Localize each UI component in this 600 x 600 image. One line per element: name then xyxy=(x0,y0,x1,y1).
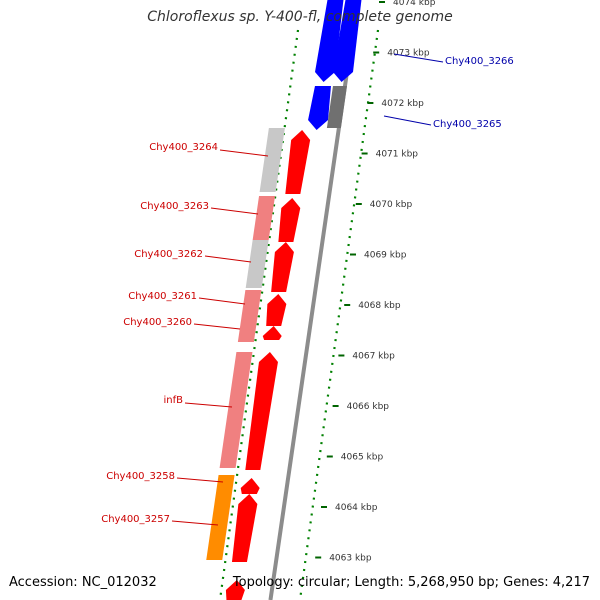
gene-label: Chy400_3260 xyxy=(123,317,192,328)
gene-box xyxy=(219,352,253,468)
gene-arrow xyxy=(231,494,258,562)
gene-label: Chy400_3266 xyxy=(445,56,514,67)
kbp-scale: 4074 kbp 4073 kbp 4072 kbp 4071 kbp 4070 kbp… xyxy=(315,0,436,564)
scale-label: 4072 kbp xyxy=(381,99,424,109)
leader-line xyxy=(383,115,432,126)
gene-box xyxy=(252,196,276,240)
gene-arrow xyxy=(308,86,331,130)
scale-label: 4074 kbp xyxy=(393,0,436,8)
gene-labels: Chy400_3266 Chy400_3265 Chy400_3264 Chy400_… xyxy=(101,53,514,526)
scale-label: 4070 kbp xyxy=(370,200,413,210)
scale-label: 4069 kbp xyxy=(364,251,407,261)
topology-text: Topology: circular; Length: 5,268,950 bp… xyxy=(232,575,590,590)
gene-arrow xyxy=(278,198,301,242)
gene-label: Chy400_3261 xyxy=(128,291,197,302)
gene-arrow xyxy=(262,326,282,340)
leader-line xyxy=(204,255,252,263)
gene-arrow xyxy=(315,0,344,82)
left-dotted-line xyxy=(218,29,300,600)
scale-label: 4068 kbp xyxy=(358,301,401,311)
gene-label: Chy400_3258 xyxy=(106,471,175,482)
leader-line xyxy=(393,53,444,63)
gene-box xyxy=(245,240,269,288)
gene-arrow xyxy=(271,242,294,292)
accession-text: Accession: NC_012032 xyxy=(9,575,157,590)
scale-label: 4067 kbp xyxy=(352,352,395,362)
gene-arrow xyxy=(285,130,311,194)
scale-label: 4073 kbp xyxy=(387,49,430,59)
scale-label: 4065 kbp xyxy=(341,453,384,463)
leader-line xyxy=(198,297,246,305)
gene-arrow xyxy=(266,294,287,326)
left-tick-track xyxy=(218,29,300,600)
gene-label: Chy400_3263 xyxy=(140,201,209,212)
gene-box xyxy=(206,475,235,560)
gene-label: Chy400_3264 xyxy=(149,142,218,153)
scale-label: 4066 kbp xyxy=(347,402,390,412)
leader-line xyxy=(193,323,241,330)
leader-line xyxy=(184,402,233,408)
map-title: Chloroflexus sp. Y-400-fl, complete geno… xyxy=(147,9,453,25)
gene-arrow xyxy=(245,352,278,470)
leader-line xyxy=(171,520,219,526)
scale-label: 4071 kbp xyxy=(376,150,419,160)
gene-arrow xyxy=(225,580,245,600)
gene-label: Chy400_3257 xyxy=(101,514,170,525)
gene-label: infB xyxy=(164,395,184,406)
gene-arrow xyxy=(333,0,362,82)
gene-box xyxy=(326,86,347,128)
scale-label: 4063 kbp xyxy=(329,554,372,564)
leader-line xyxy=(219,149,269,157)
leader-line xyxy=(210,207,259,215)
feature-boxes xyxy=(206,86,347,560)
gene-label: Chy400_3262 xyxy=(134,249,203,260)
scale-label: 4064 kbp xyxy=(335,503,378,513)
gene-arrows xyxy=(225,0,362,600)
gene-box xyxy=(259,128,285,192)
gene-arrow xyxy=(240,478,260,494)
gene-box xyxy=(237,290,262,342)
gene-label: Chy400_3265 xyxy=(433,119,502,130)
leader-line xyxy=(176,477,224,483)
